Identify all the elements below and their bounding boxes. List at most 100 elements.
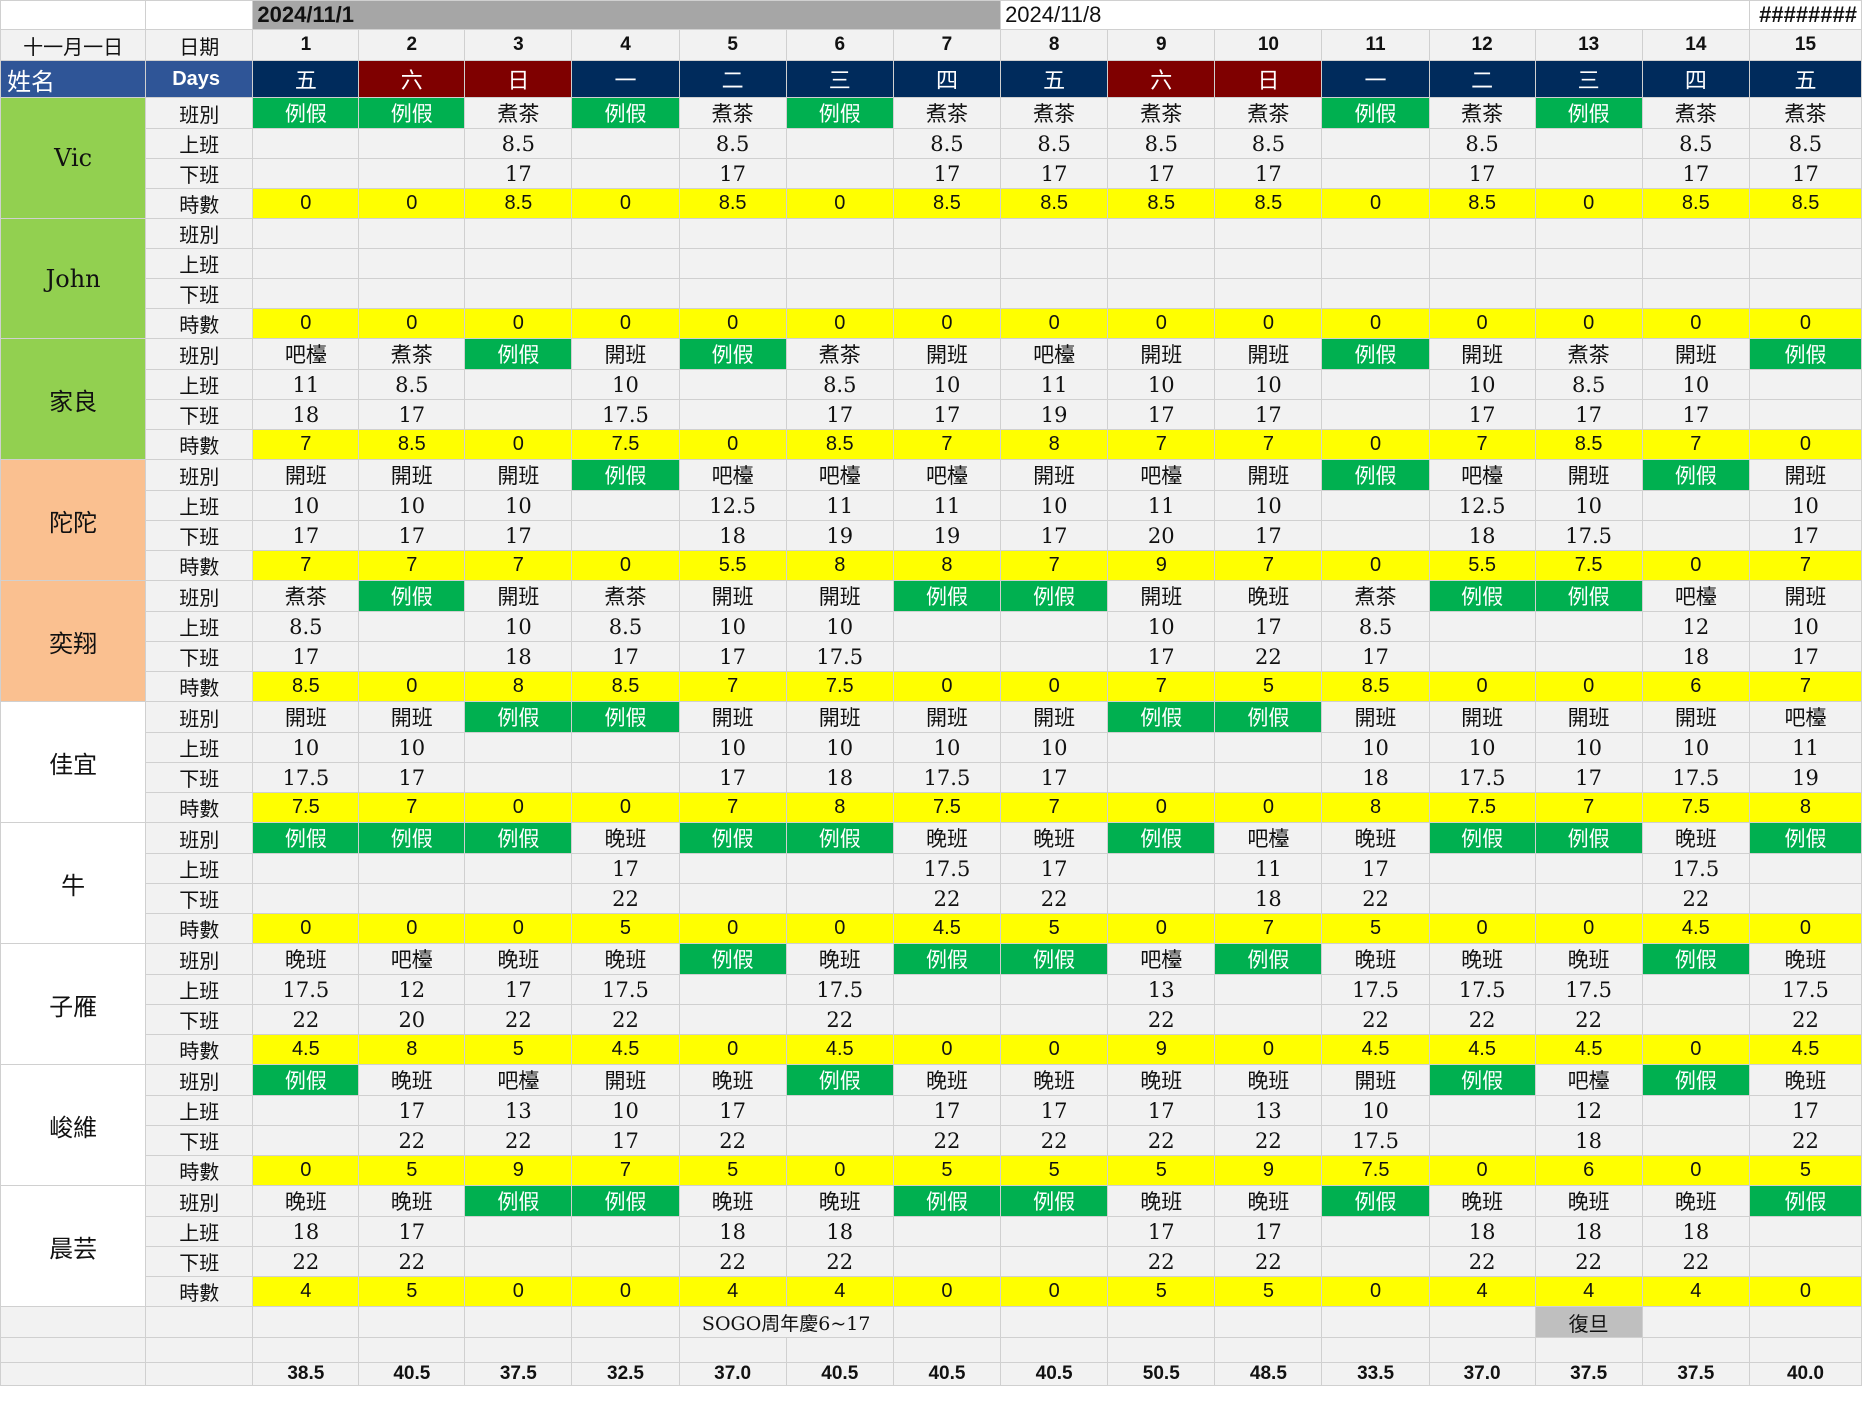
shift-cell[interactable]: 開班 — [1321, 1064, 1430, 1096]
shift-cell[interactable]: 例假 — [252, 822, 360, 854]
end-time-cell[interactable]: 22 — [1748, 1125, 1862, 1156]
hours-cell[interactable]: 7 — [1641, 429, 1750, 460]
hours-cell[interactable]: 7.5 — [571, 429, 680, 460]
end-time-cell[interactable]: 17 — [1428, 158, 1536, 189]
hours-cell[interactable]: 0 — [1321, 429, 1430, 460]
shift-cell[interactable] — [1107, 218, 1216, 249]
hours-cell[interactable]: 4.5 — [785, 1034, 894, 1065]
start-time-cell[interactable]: 10 — [571, 369, 680, 400]
shift-cell[interactable]: 煮茶 — [892, 97, 1002, 129]
end-time-cell[interactable]: 17 — [892, 399, 1002, 430]
hours-cell[interactable]: 0 — [892, 671, 1002, 702]
shift-cell[interactable]: 例假 — [1321, 459, 1430, 491]
shift-cell[interactable]: 煮茶 — [571, 580, 680, 612]
start-time-cell[interactable]: 10 — [892, 369, 1002, 400]
start-time-cell[interactable] — [571, 732, 680, 763]
hours-cell[interactable]: 7.5 — [252, 792, 360, 823]
hours-cell[interactable]: 0 — [892, 308, 1002, 339]
start-time-cell[interactable] — [1107, 732, 1216, 763]
shift-cell[interactable]: 開班 — [1748, 459, 1862, 491]
end-time-cell[interactable]: 17.5 — [1534, 520, 1643, 551]
weekday-12[interactable]: 二 — [1428, 60, 1536, 98]
hours-cell[interactable]: 5 — [358, 1155, 466, 1186]
start-time-cell[interactable]: 10 — [358, 490, 466, 521]
end-time-cell[interactable]: 17 — [1641, 158, 1750, 189]
end-time-cell[interactable]: 19 — [1000, 399, 1109, 430]
hours-cell[interactable]: 5 — [892, 1155, 1002, 1186]
start-time-cell[interactable] — [464, 853, 573, 884]
shift-cell[interactable]: 晚班 — [571, 943, 680, 975]
notes-cell[interactable] — [1428, 1306, 1536, 1338]
hours-cell[interactable]: 4 — [1428, 1276, 1536, 1307]
total-hours-cell[interactable]: 37.5 — [1534, 1362, 1643, 1386]
start-time-cell[interactable]: 18 — [785, 1216, 894, 1247]
shift-cell[interactable]: 開班 — [1428, 338, 1536, 370]
hours-cell[interactable]: 8.5 — [1321, 671, 1430, 702]
hours-cell[interactable]: 0 — [1534, 308, 1643, 339]
hours-cell[interactable]: 8.5 — [892, 188, 1002, 219]
shift-cell[interactable]: 例假 — [1214, 943, 1323, 975]
shift-cell[interactable]: 例假 — [464, 701, 573, 733]
shift-cell[interactable]: 吧檯 — [464, 1064, 573, 1096]
end-time-cell[interactable] — [252, 158, 360, 189]
hours-cell[interactable]: 0 — [1321, 550, 1430, 581]
start-time-cell[interactable]: 17 — [1107, 1095, 1216, 1126]
end-time-cell[interactable]: 17 — [678, 158, 787, 189]
end-time-cell[interactable]: 20 — [358, 1004, 466, 1035]
end-time-cell[interactable] — [464, 399, 573, 430]
start-label[interactable]: 上班 — [145, 128, 254, 159]
shift-cell[interactable]: 例假 — [892, 943, 1002, 975]
end-time-cell[interactable] — [785, 1125, 894, 1156]
start-time-cell[interactable]: 10 — [1000, 732, 1109, 763]
start-time-cell[interactable]: 8.5 — [464, 128, 573, 159]
totals-a-cell[interactable] — [0, 1362, 147, 1386]
hours-label[interactable]: 時數 — [145, 1276, 254, 1307]
hours-cell[interactable]: 8 — [1000, 429, 1109, 460]
shift-cell[interactable]: 吧檯 — [1534, 1064, 1643, 1096]
end-time-cell[interactable]: 22 — [464, 1125, 573, 1156]
shift-cell[interactable]: 晚班 — [1214, 1064, 1323, 1096]
end-time-cell[interactable]: 22 — [571, 883, 680, 914]
end-time-cell[interactable]: 17 — [1214, 158, 1323, 189]
end-time-cell[interactable]: 22 — [1107, 1004, 1216, 1035]
end-time-cell[interactable] — [252, 883, 360, 914]
notes-cell[interactable] — [1214, 1306, 1323, 1338]
end-time-cell[interactable]: 22 — [1214, 641, 1323, 672]
end-time-cell[interactable]: 18 — [1428, 520, 1536, 551]
blank-cell[interactable] — [1107, 1337, 1216, 1363]
hours-cell[interactable]: 7.5 — [1321, 1155, 1430, 1186]
hours-cell[interactable]: 7 — [464, 550, 573, 581]
total-hours-cell[interactable]: 37.0 — [678, 1362, 787, 1386]
hours-label[interactable]: 時數 — [145, 308, 254, 339]
shift-cell[interactable]: 例假 — [1534, 97, 1643, 129]
total-hours-cell[interactable]: 48.5 — [1214, 1362, 1323, 1386]
start-time-cell[interactable] — [1428, 853, 1536, 884]
end-time-cell[interactable]: 22 — [358, 1125, 466, 1156]
total-hours-cell[interactable]: 40.5 — [1000, 1362, 1109, 1386]
hours-cell[interactable]: 0 — [1748, 913, 1862, 944]
shift-cell[interactable]: 例假 — [1748, 1185, 1862, 1217]
employee-name[interactable]: 子雁 — [0, 943, 147, 1065]
end-time-cell[interactable] — [1321, 158, 1430, 189]
hours-cell[interactable]: 9 — [1107, 550, 1216, 581]
hours-label[interactable]: 時數 — [145, 792, 254, 823]
shift-cell[interactable]: 晚班 — [1748, 943, 1862, 975]
shift-cell[interactable]: 例假 — [1641, 943, 1750, 975]
shift-cell[interactable]: 晚班 — [1428, 943, 1536, 975]
end-time-cell[interactable] — [1641, 520, 1750, 551]
start-time-cell[interactable] — [252, 128, 360, 159]
start-time-cell[interactable] — [571, 490, 680, 521]
shift-cell[interactable]: 晚班 — [678, 1185, 787, 1217]
end-time-cell[interactable]: 22 — [1534, 1004, 1643, 1035]
weekday-3[interactable]: 日 — [464, 60, 573, 98]
end-time-cell[interactable] — [1428, 1125, 1536, 1156]
start-time-cell[interactable] — [1214, 732, 1323, 763]
start-time-cell[interactable]: 10 — [1534, 490, 1643, 521]
end-time-cell[interactable]: 22 — [1000, 1125, 1109, 1156]
notes-cell[interactable] — [1321, 1306, 1430, 1338]
end-time-cell[interactable] — [1534, 158, 1643, 189]
shift-cell[interactable]: 例假 — [464, 1185, 573, 1217]
end-time-cell[interactable] — [1641, 1125, 1750, 1156]
end-time-cell[interactable]: 20 — [1107, 520, 1216, 551]
blank-cell[interactable] — [358, 1337, 466, 1363]
